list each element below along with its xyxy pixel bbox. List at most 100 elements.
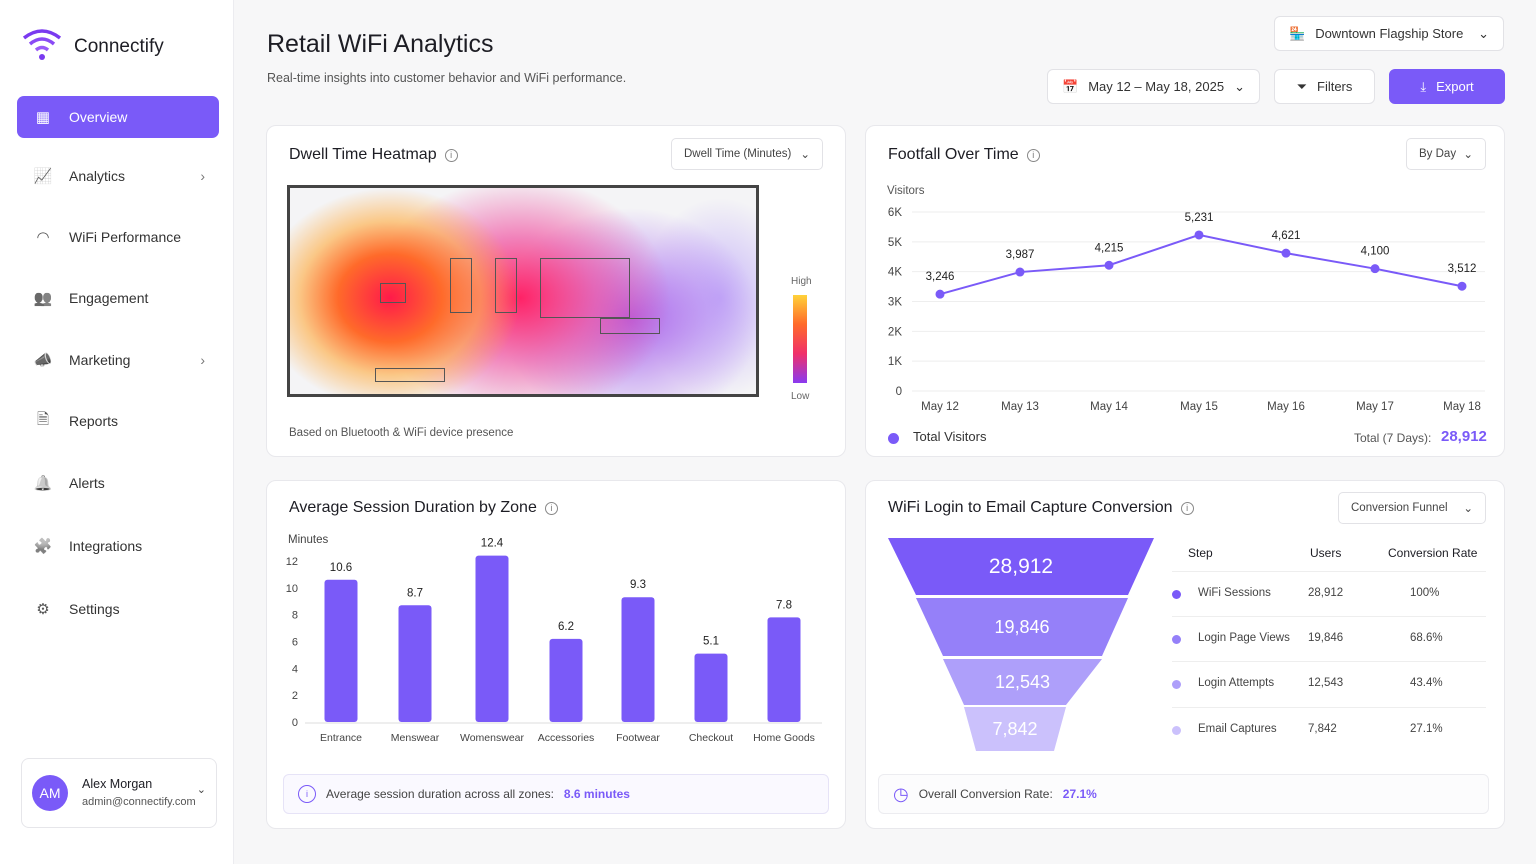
fixture [375, 368, 445, 382]
step-users: 7,842 [1308, 723, 1337, 735]
heatmap-metric-select[interactable]: Dwell Time (Minutes) ⌄ [671, 138, 823, 170]
store-label: Downtown Flagship Store [1315, 26, 1464, 41]
sidebar-item-label: Overview [69, 109, 128, 125]
step-users: 12,543 [1308, 677, 1344, 689]
step-dot [1172, 680, 1181, 689]
funnel-table-row: Login Page Views 19,846 68.6% [1172, 616, 1486, 660]
chevron-down-icon: ⌄ [1463, 503, 1473, 515]
date-range-picker[interactable]: 📅 May 12 – May 18, 2025 ⌄ [1047, 69, 1260, 104]
note-text: Average session duration across all zone… [326, 787, 554, 801]
page-title: Retail WiFi Analytics [267, 30, 494, 58]
overall-note: ◷ Overall Conversion Rate: 27.1% [878, 774, 1489, 814]
total-value: 28,912 [1441, 428, 1487, 445]
step-rate: 43.4% [1410, 677, 1443, 689]
sidebar-item-reports[interactable]: 🗎 Reports [17, 400, 219, 442]
sidebar-item-label: Analytics [69, 168, 126, 184]
view-label: Conversion Funnel [1351, 502, 1448, 514]
chevron-down-icon: ⌄ [800, 149, 810, 161]
step-dot [1172, 726, 1181, 735]
fixture [600, 318, 660, 334]
fixture [450, 258, 472, 313]
sidebar-item-engagement[interactable]: 👥 Engagement [17, 277, 219, 319]
sidebar-item-label: Reports [69, 413, 119, 429]
store-selector[interactable]: 🏪 Downtown Flagship Store ⌄ [1274, 16, 1504, 51]
sidebar-item-overview[interactable]: ▦ Overview [17, 96, 219, 138]
heatmap-overlay [290, 188, 756, 394]
megaphone-icon: 📣 [33, 352, 53, 369]
sidebar-item-wifi-performance[interactable]: ◠ WiFi Performance [17, 216, 219, 258]
brand-name: Connectify [74, 36, 164, 57]
step-users: 19,846 [1308, 632, 1344, 644]
period-select[interactable]: By Day ⌄ [1406, 138, 1486, 170]
page-subtitle: Real-time insights into customer behavio… [267, 71, 627, 85]
funnel-table-row: WiFi Sessions 28,912 100% [1172, 571, 1486, 615]
info-icon[interactable]: i [1026, 148, 1040, 162]
sidebar-item-alerts[interactable]: 🔔 Alerts [17, 462, 219, 504]
stage-value: 28,912 [988, 554, 1054, 578]
session-card: Average Session Duration by Zone i i Avera… [266, 480, 846, 829]
session-title: Average Session Duration by Zone i [289, 499, 558, 517]
grid-icon: ▦ [35, 109, 51, 126]
info-icon[interactable]: i [444, 148, 458, 162]
legend-dot [888, 433, 899, 444]
legend-low: Low [791, 391, 810, 402]
step-rate: 100% [1410, 587, 1440, 599]
chevron-down-icon: ⌄ [1234, 78, 1245, 94]
chevron-down-icon: ⌄ [1463, 149, 1473, 161]
overall-label: Overall Conversion Rate: [918, 787, 1053, 801]
sidebar-item-marketing[interactable]: 📣 Marketing › [17, 339, 219, 381]
step-dot [1172, 590, 1181, 599]
chevron-right-icon: › [200, 352, 205, 368]
footfall-title: Footfall Over Time i [888, 146, 1040, 164]
heatmap-scale [793, 295, 807, 383]
sidebar-item-settings[interactable]: ⚙ Settings [17, 588, 219, 630]
step-rate: 68.6% [1410, 632, 1443, 644]
funnel-view-select[interactable]: Conversion Funnel ⌄ [1338, 492, 1486, 524]
store-floor-plan [287, 185, 759, 397]
funnel-title: WiFi Login to Email Capture Conversion i [888, 499, 1194, 517]
step-name: Email Captures [1198, 723, 1277, 735]
sidebar-item-analytics[interactable]: 📈 Analytics › [17, 155, 219, 197]
export-label: Export [1436, 79, 1474, 94]
period-label: By Day [1419, 148, 1457, 160]
sidebar-item-label: Marketing [69, 352, 131, 368]
export-button[interactable]: ⤓ Export [1389, 69, 1505, 104]
chevron-right-icon: › [200, 168, 205, 184]
total-label: Total (7 Days): [1354, 431, 1432, 445]
overall-value: 27.1% [1062, 787, 1097, 801]
funnel-stage[interactable]: 12,543 [943, 659, 1102, 705]
filters-button[interactable]: ⏷ Filters [1274, 69, 1375, 104]
funnel-table-row: Email Captures 7,842 27.1% [1172, 707, 1486, 751]
footfall-card: Footfall Over Time i By Day ⌄ Total Visito… [865, 125, 1505, 457]
step-name: Login Attempts [1198, 677, 1275, 689]
session-note: i Average session duration across all zon… [283, 774, 829, 814]
calendar-icon: 📅 [1062, 78, 1079, 94]
step-name: WiFi Sessions [1198, 587, 1271, 599]
file-icon: 🗎 [36, 410, 50, 428]
users-icon: 👥 [33, 290, 53, 307]
info-icon[interactable]: i [544, 501, 558, 515]
step-users: 28,912 [1308, 587, 1344, 599]
stage-value: 19,846 [994, 616, 1050, 637]
heatmap-card: Dwell Time Heatmap i Dwell Time (Minutes)… [266, 125, 846, 457]
user-email: admin@connectify.com [82, 796, 196, 808]
funnel-stage[interactable]: 19,846 [916, 598, 1128, 656]
user-card[interactable]: AM Alex Morgan admin@connectify.com ⌄ [21, 758, 217, 828]
col-step: Step [1188, 546, 1213, 560]
puzzle-icon: 🧩 [33, 538, 53, 555]
sidebar-item-integrations[interactable]: 🧩 Integrations [17, 525, 219, 567]
heatmap-footnote: Based on Bluetooth & WiFi device presenc… [289, 427, 514, 439]
wifi-logo-icon [22, 29, 62, 60]
funnel-stage[interactable]: 28,912 [888, 538, 1154, 595]
funnel-stage[interactable]: 7,842 [964, 707, 1066, 751]
fixture [380, 283, 406, 303]
step-rate: 27.1% [1410, 723, 1443, 735]
col-rate: Conversion Rate [1388, 546, 1478, 560]
stage-value: 7,842 [992, 718, 1038, 739]
fixture [495, 258, 517, 313]
filter-icon: ⏷ [1296, 78, 1307, 94]
filters-label: Filters [1317, 79, 1353, 94]
metric-label: Dwell Time (Minutes) [684, 148, 792, 160]
chart-icon: 📈 [33, 168, 53, 185]
info-icon[interactable]: i [1180, 501, 1194, 515]
